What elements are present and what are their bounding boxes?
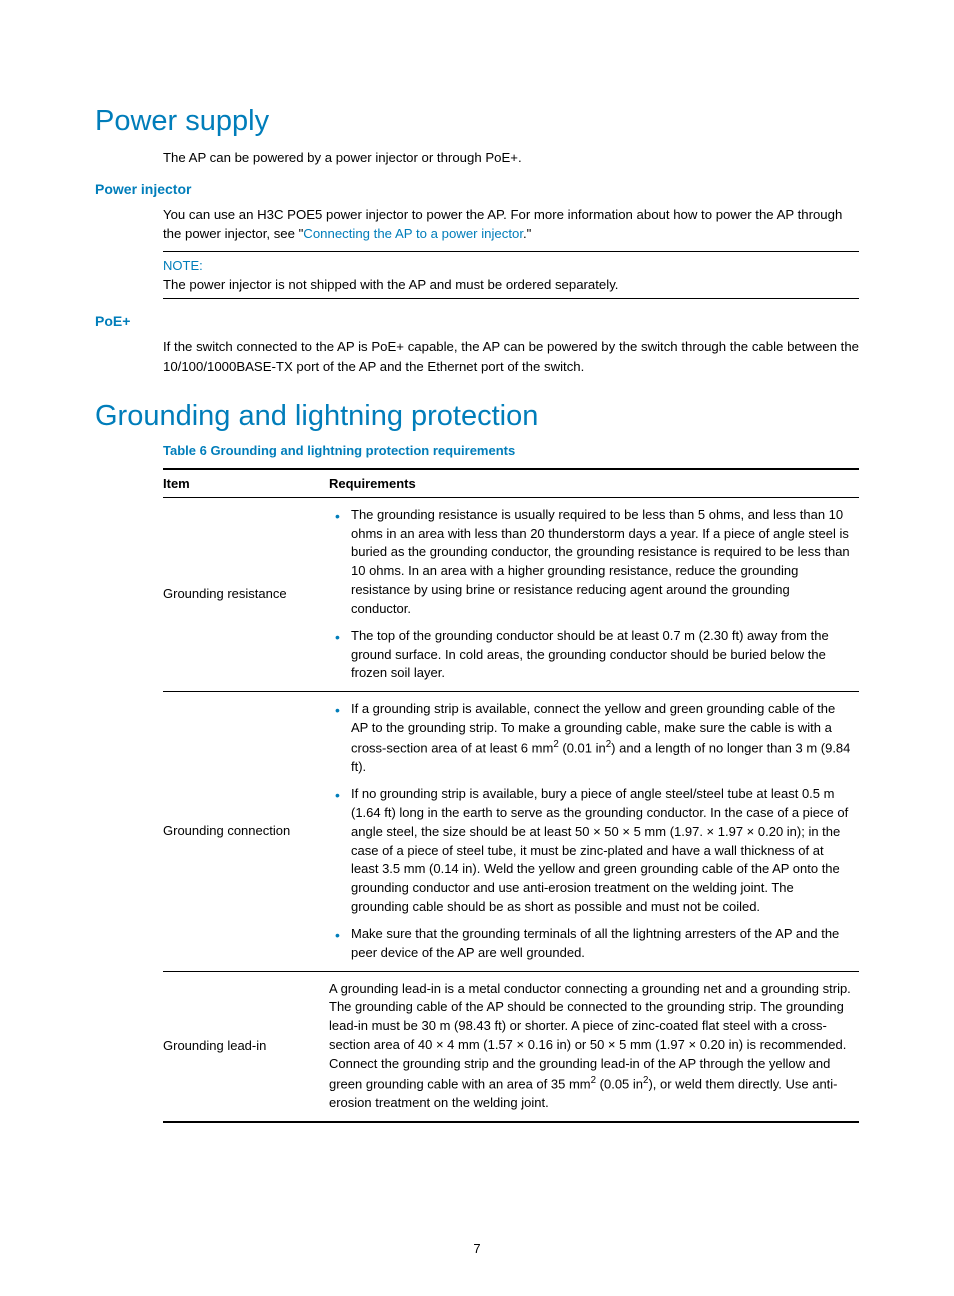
list-item: If a grounding strip is available, conne… <box>329 700 853 777</box>
paragraph-poe: If the switch connected to the AP is PoE… <box>95 337 859 375</box>
cell-requirements: If a grounding strip is available, conne… <box>329 692 859 971</box>
col-requirements: Requirements <box>329 469 859 498</box>
table-row: Grounding connectionIf a grounding strip… <box>163 692 859 971</box>
cell-item: Grounding resistance <box>163 497 329 692</box>
table-body: Grounding resistanceThe grounding resist… <box>163 497 859 1122</box>
table-row: Grounding resistanceThe grounding resist… <box>163 497 859 692</box>
requirements-list: The grounding resistance is usually requ… <box>329 506 853 684</box>
link-connecting-ap[interactable]: Connecting the AP to a power injector <box>303 226 523 241</box>
table-row: Grounding lead-inA grounding lead-in is … <box>163 971 859 1122</box>
text-injector-after: ." <box>523 226 531 241</box>
list-item: Make sure that the grounding terminals o… <box>329 925 853 963</box>
note-label: NOTE: <box>163 258 859 273</box>
document-page: Power supply The AP can be powered by a … <box>0 0 954 1296</box>
note-box-injector: NOTE: The power injector is not shipped … <box>163 251 859 299</box>
requirements-list: If a grounding strip is available, conne… <box>329 700 853 962</box>
cell-item: Grounding lead-in <box>163 971 329 1122</box>
cell-requirements: The grounding resistance is usually requ… <box>329 497 859 692</box>
cell-item: Grounding connection <box>163 692 329 971</box>
heading-grounding: Grounding and lightning protection <box>95 400 859 433</box>
list-item: The grounding resistance is usually requ… <box>329 506 853 619</box>
heading-power-injector: Power injector <box>95 181 859 197</box>
col-item: Item <box>163 469 329 498</box>
table-caption: Table 6 Grounding and lightning protecti… <box>163 443 859 458</box>
cell-requirements: A grounding lead-in is a metal conductor… <box>329 971 859 1122</box>
grounding-table: Item Requirements Grounding resistanceTh… <box>163 468 859 1123</box>
list-item: If no grounding strip is available, bury… <box>329 785 853 917</box>
table-header-row: Item Requirements <box>163 469 859 498</box>
note-text: The power injector is not shipped with t… <box>163 277 859 292</box>
list-item: The top of the grounding conductor shoul… <box>329 627 853 684</box>
heading-power-supply: Power supply <box>95 105 859 138</box>
paragraph-power-intro: The AP can be powered by a power injecto… <box>95 148 859 167</box>
page-number: 7 <box>0 1241 954 1256</box>
requirements-text: A grounding lead-in is a metal conductor… <box>329 980 853 1113</box>
heading-poe-plus: PoE+ <box>95 313 859 329</box>
paragraph-injector: You can use an H3C POE5 power injector t… <box>95 205 859 243</box>
